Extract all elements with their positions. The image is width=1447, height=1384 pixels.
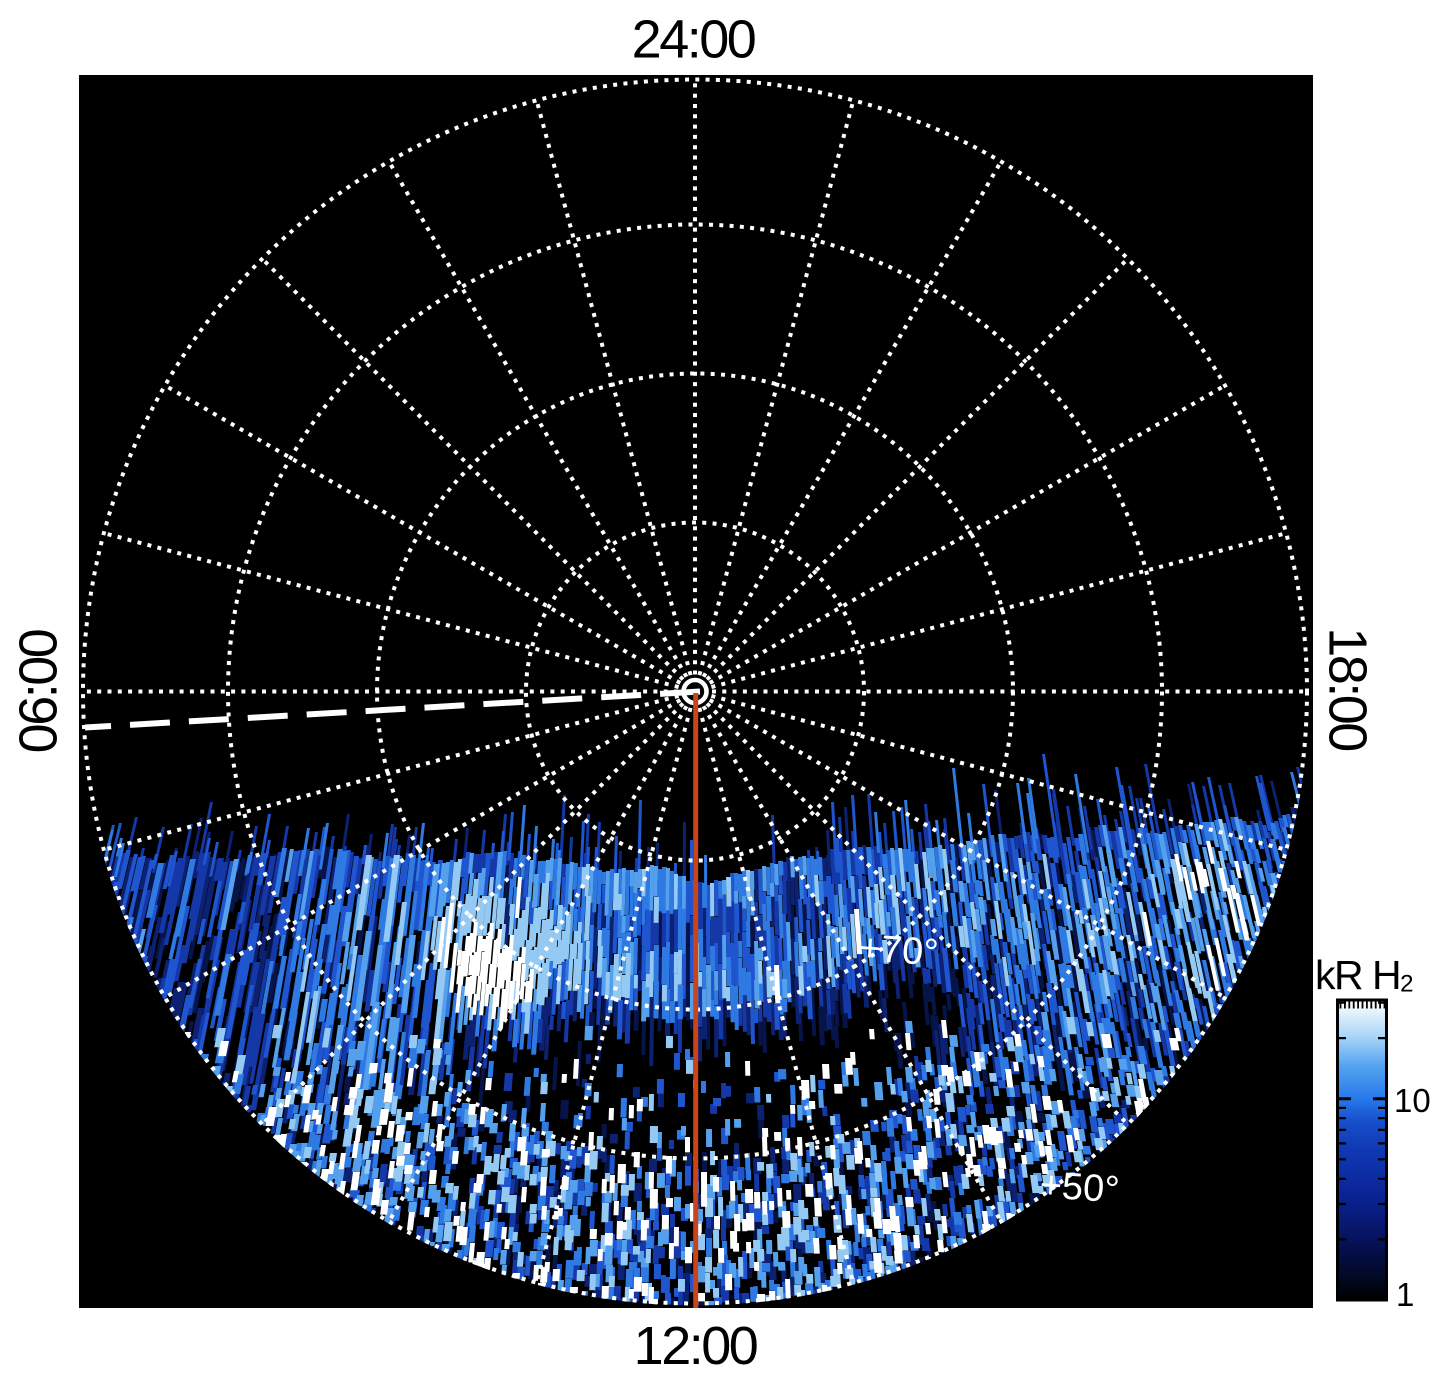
svg-text:10: 10 bbox=[1394, 1082, 1431, 1119]
svg-text:06:00: 06:00 bbox=[9, 630, 69, 753]
svg-text:kR H2: kR H2 bbox=[1315, 952, 1413, 998]
svg-text:+70°: +70° bbox=[857, 927, 939, 974]
svg-text:12:00: 12:00 bbox=[634, 1316, 757, 1376]
svg-text:1: 1 bbox=[1396, 1276, 1414, 1313]
svg-text:18:00: 18:00 bbox=[1318, 627, 1378, 750]
svg-text:+50°: +50° bbox=[1038, 1164, 1120, 1211]
svg-text:24:00: 24:00 bbox=[632, 10, 755, 70]
